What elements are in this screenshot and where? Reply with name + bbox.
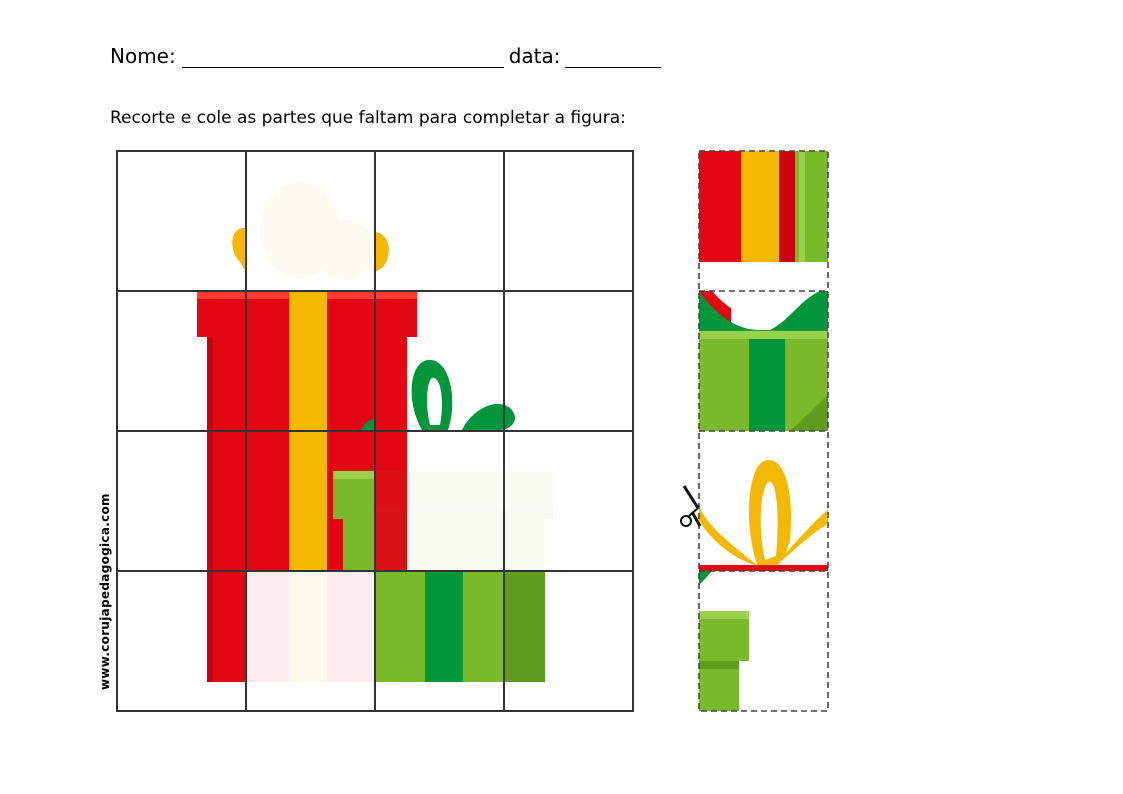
faded-green-gift bbox=[375, 471, 553, 571]
cutout-piece-1[interactable] bbox=[699, 151, 828, 262]
name-label: Nome: bbox=[110, 44, 176, 68]
red-gift-body-bottom bbox=[207, 571, 247, 682]
cutout-piece-4[interactable] bbox=[699, 571, 749, 711]
cut-lines bbox=[698, 150, 829, 712]
faded-bottom-piece bbox=[247, 571, 375, 682]
yellow-bow-left bbox=[232, 227, 246, 272]
scissors-icon bbox=[680, 485, 702, 527]
website-credit: www.corujapedagogica.com bbox=[98, 493, 112, 690]
instruction-text: Recorte e cole as partes que faltam para… bbox=[110, 108, 626, 128]
green-bow-left bbox=[361, 418, 375, 431]
cutout-piece-3[interactable] bbox=[699, 460, 828, 571]
green-bow-right bbox=[462, 403, 516, 430]
cutout-piece-2[interactable] bbox=[699, 291, 828, 431]
main-gift-picture bbox=[197, 182, 553, 682]
name-field-line[interactable] bbox=[181, 45, 504, 68]
green-ribbon bbox=[425, 571, 463, 682]
name-date-header: Nome: data: bbox=[110, 44, 661, 68]
date-field-line[interactable] bbox=[564, 45, 661, 68]
yellow-bow-right bbox=[375, 232, 389, 272]
faded-bow bbox=[260, 182, 375, 280]
puzzle-grid bbox=[116, 150, 634, 712]
date-label: data: bbox=[508, 44, 561, 68]
